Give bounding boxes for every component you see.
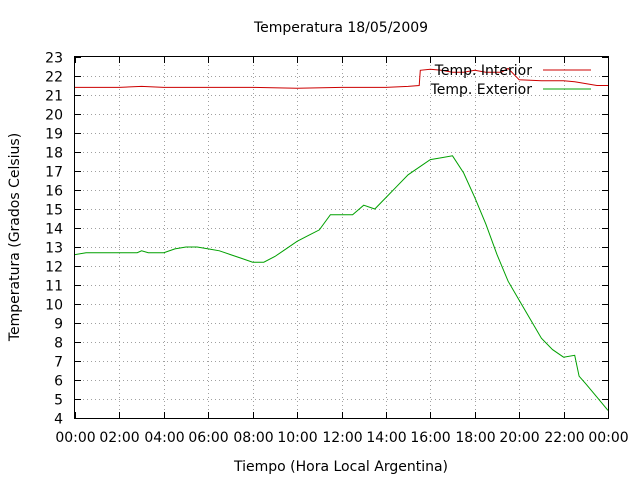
- x-tick-label: 10:00: [277, 430, 317, 446]
- y-tick-label: 20: [45, 108, 63, 124]
- y-tick-label: 12: [45, 260, 63, 276]
- grid: [75, 57, 608, 418]
- series-line-interior: [75, 67, 608, 89]
- y-tick-label: 4: [54, 412, 63, 428]
- y-tick-label: 7: [54, 355, 63, 371]
- y-tick-label: 14: [45, 222, 63, 238]
- x-tick-label: 08:00: [233, 430, 273, 446]
- x-tick-label: 00:00: [588, 430, 628, 446]
- y-tick-label: 19: [45, 127, 63, 143]
- x-tick-label: 06:00: [188, 430, 228, 446]
- y-tick-label: 22: [45, 70, 63, 86]
- y-tick-label: 18: [45, 146, 63, 162]
- series-lines: [74, 67, 609, 411]
- x-tick-label: 02:00: [99, 430, 139, 446]
- x-tick-label: 12:00: [322, 430, 362, 446]
- y-tick-label: 6: [54, 374, 63, 390]
- x-axis-label: Tiempo (Hora Local Argentina): [233, 459, 448, 475]
- y-tick-label: 5: [54, 393, 63, 409]
- legend-label: Temp. Exterior: [430, 82, 533, 98]
- y-tick-label: 21: [45, 89, 63, 105]
- x-tick-label: 00:00: [55, 430, 95, 446]
- x-tick-label: 16:00: [410, 430, 450, 446]
- y-tick-label: 17: [45, 165, 63, 181]
- y-tick-label: 23: [45, 51, 63, 67]
- x-tick-label: 22:00: [544, 430, 584, 446]
- x-tick-label: 04:00: [144, 430, 184, 446]
- series-line-exterior: [74, 155, 609, 411]
- x-tick-label: 20:00: [499, 430, 539, 446]
- legend-label: Temp. Interior: [434, 63, 533, 79]
- chart-title: Temperatura 18/05/2009: [253, 20, 428, 36]
- y-tick-label: 9: [54, 317, 63, 333]
- y-tick-label: 16: [45, 184, 63, 200]
- y-tick-label: 13: [45, 241, 63, 257]
- x-tick-label: 14:00: [366, 430, 406, 446]
- y-tick-label: 11: [45, 279, 63, 295]
- legend: Temp. Interior Temp. Exterior: [430, 63, 591, 98]
- x-tick-label: 18:00: [455, 430, 495, 446]
- y-tick-label: 8: [54, 336, 63, 352]
- y-axis-label: Temperatura (Grados Celsius): [7, 133, 23, 342]
- plot-frame: [74, 56, 609, 419]
- y-tick-label: 10: [45, 298, 63, 314]
- y-tick-label: 15: [45, 203, 63, 219]
